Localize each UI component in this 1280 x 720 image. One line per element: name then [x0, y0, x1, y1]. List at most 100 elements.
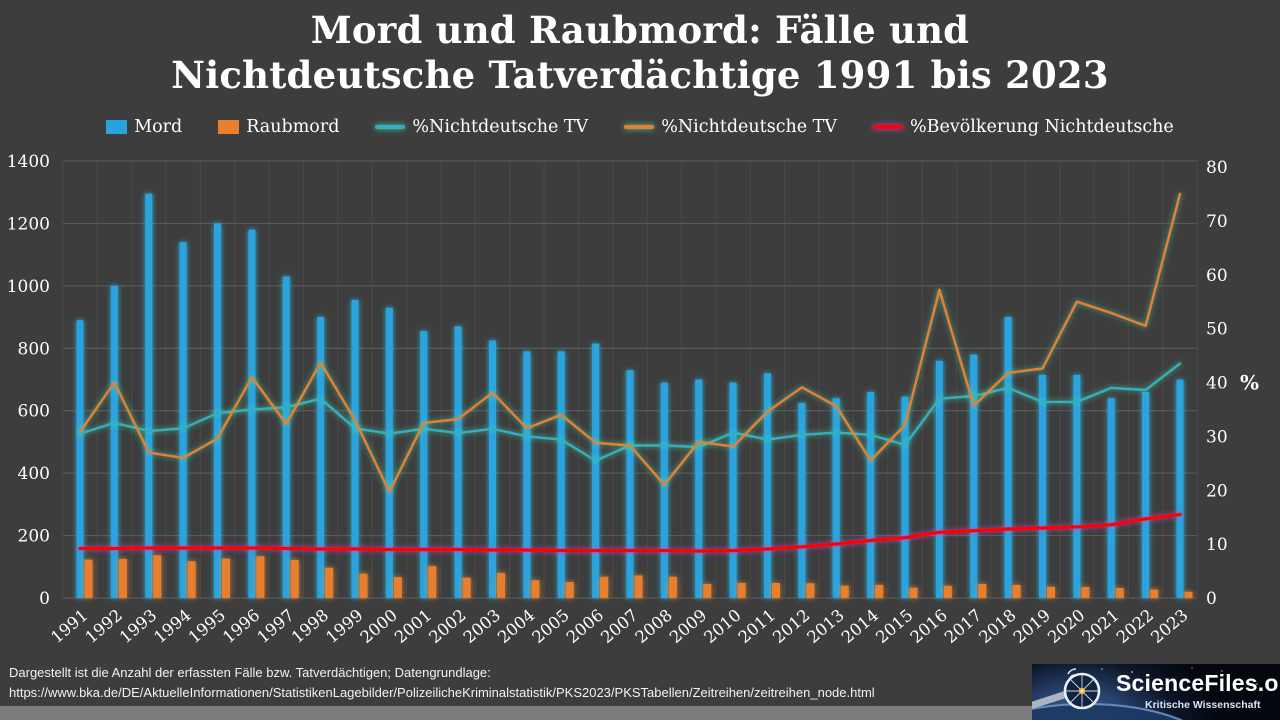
- bar-1998: [325, 567, 334, 598]
- legend: Mord Raubmord %Nichtdeutsche TV %Nichtde…: [0, 117, 1280, 137]
- pct-bevoelkerung-line: [78, 512, 1182, 553]
- year-label-2023: 2023: [1147, 606, 1191, 648]
- year-label-2016: 2016: [907, 606, 951, 648]
- svg-text:600: 600: [18, 402, 50, 422]
- bar-2013: [832, 398, 840, 598]
- svg-text:1400: 1400: [7, 152, 50, 172]
- bar-1996: [248, 229, 256, 598]
- bar-1999: [351, 299, 359, 598]
- svg-text:0: 0: [39, 589, 50, 609]
- year-label-2004: 2004: [494, 606, 538, 648]
- year-label-1998: 1998: [288, 606, 332, 648]
- year-label-1999: 1999: [322, 606, 366, 648]
- bar-2015: [901, 396, 909, 598]
- svg-text:30: 30: [1206, 427, 1228, 447]
- svg-text:70: 70: [1206, 212, 1228, 232]
- compass-icon: [1063, 668, 1101, 710]
- bar-2022: [1142, 391, 1150, 598]
- chart-title-line2: Nichtdeutsche Tatverdächtige 1991 bis 20…: [171, 53, 1109, 97]
- bar-2003: [497, 573, 505, 598]
- bar-2017: [970, 354, 978, 598]
- svg-text:50: 50: [1206, 320, 1228, 340]
- bar-1997: [282, 276, 290, 598]
- legend-label-mord: Mord: [134, 117, 183, 137]
- bar-2018: [1004, 317, 1012, 598]
- bar-2023: [1176, 379, 1184, 598]
- bar-2009: [695, 379, 703, 598]
- year-label-2018: 2018: [975, 606, 1019, 648]
- star-dots-icon: [1101, 667, 1258, 685]
- bar-2020: [1073, 374, 1081, 598]
- bar-1995: [222, 558, 230, 598]
- bar-1991: [84, 559, 93, 598]
- bar-2006: [592, 343, 600, 598]
- year-label-1991: 1991: [47, 606, 91, 648]
- x-axis-year-labels: 1991199219931994199519961997199819992000…: [47, 606, 1191, 648]
- year-label-1993: 1993: [116, 606, 160, 648]
- logo-subtitle: Kritische Wissenschaft: [1145, 699, 1261, 711]
- svg-text:200: 200: [18, 527, 50, 547]
- legend-label-pct-bevoelkerung-nichtdeutsche: %Bevölkerung Nichtdeutsche: [910, 117, 1174, 137]
- left-axis-labels: 0 200 400 600 800 1000 1200 1400: [7, 152, 50, 609]
- bar-2013: [840, 585, 849, 598]
- bar-2007: [626, 370, 634, 598]
- bar-1992: [118, 558, 127, 598]
- bar-2014: [867, 391, 875, 598]
- year-label-2005: 2005: [528, 606, 572, 648]
- bar-1998: [317, 317, 325, 598]
- logo-art: [1032, 667, 1258, 720]
- year-label-2020: 2020: [1044, 606, 1088, 648]
- bar-2002: [454, 326, 462, 598]
- year-label-2022: 2022: [1113, 606, 1157, 648]
- svg-text:40: 40: [1206, 374, 1228, 394]
- bar-1992: [110, 285, 118, 598]
- chart-plot-area: 0 200 400 600 800 1000 1200 1400 0 10 20 30 40 50 60 70…: [7, 152, 1259, 648]
- bar-2007: [634, 575, 643, 598]
- bar-2008: [668, 576, 677, 598]
- bar-2012: [798, 402, 806, 598]
- svg-text:800: 800: [18, 339, 50, 359]
- bar-2010: [729, 382, 737, 598]
- svg-text:60: 60: [1206, 266, 1228, 286]
- year-label-2006: 2006: [563, 606, 607, 648]
- legend-item-pct-nichtdeutsche-tv-mord: %Nichtdeutsche TV: [375, 117, 588, 137]
- vertical-gridlines: [62, 161, 1198, 598]
- bar-2017: [978, 583, 987, 598]
- legend-item-mord: Mord: [106, 117, 182, 137]
- legend-item-raubmord: Raubmord: [218, 117, 339, 137]
- year-label-2010: 2010: [700, 606, 744, 648]
- bar-1993: [145, 193, 153, 598]
- bar-1994: [187, 561, 196, 598]
- year-label-1996: 1996: [219, 606, 263, 648]
- bar-1994: [179, 242, 187, 598]
- year-label-2019: 2019: [1010, 606, 1054, 648]
- year-label-2013: 2013: [803, 606, 847, 648]
- chart-title-line1: Mord und Raubmord: Fälle und: [310, 8, 970, 52]
- bar-2005: [565, 582, 574, 598]
- bar-2004: [523, 351, 531, 598]
- bar-2005: [557, 351, 565, 598]
- legend-label-pct-nichtdeutsche-tv-mord: %Nichtdeutsche TV: [412, 117, 589, 137]
- footer-line2: https://www.bka.de/DE/AktuelleInformatio…: [9, 685, 875, 700]
- svg-text:1000: 1000: [7, 277, 50, 297]
- bar-2004: [531, 580, 540, 598]
- pct-nichtdeutsche-tv-raubmord-line: [78, 192, 1182, 494]
- bar-1995: [214, 223, 221, 598]
- raubmord-bars: [84, 555, 1193, 598]
- mord-swatch-icon: [106, 120, 128, 134]
- bar-2000: [393, 577, 402, 598]
- bar-2016: [943, 585, 952, 598]
- year-label-2008: 2008: [632, 606, 676, 648]
- bar-1996: [256, 556, 265, 598]
- year-label-2002: 2002: [425, 606, 469, 648]
- year-label-2014: 2014: [838, 606, 882, 648]
- bar-2002: [462, 577, 471, 598]
- bar-2019: [1039, 374, 1046, 598]
- legend-label-pct-nichtdeutsche-tv-raubmord: %Nichtdeutsche TV: [661, 117, 837, 137]
- bar-2001: [428, 566, 437, 598]
- chart-title: Mord und Raubmord: Fälle und Nichtdeutsc…: [0, 8, 1280, 98]
- bar-1999: [359, 573, 368, 598]
- bar-2014: [875, 584, 884, 598]
- year-label-1994: 1994: [150, 606, 194, 648]
- bar-2023: [1184, 591, 1193, 598]
